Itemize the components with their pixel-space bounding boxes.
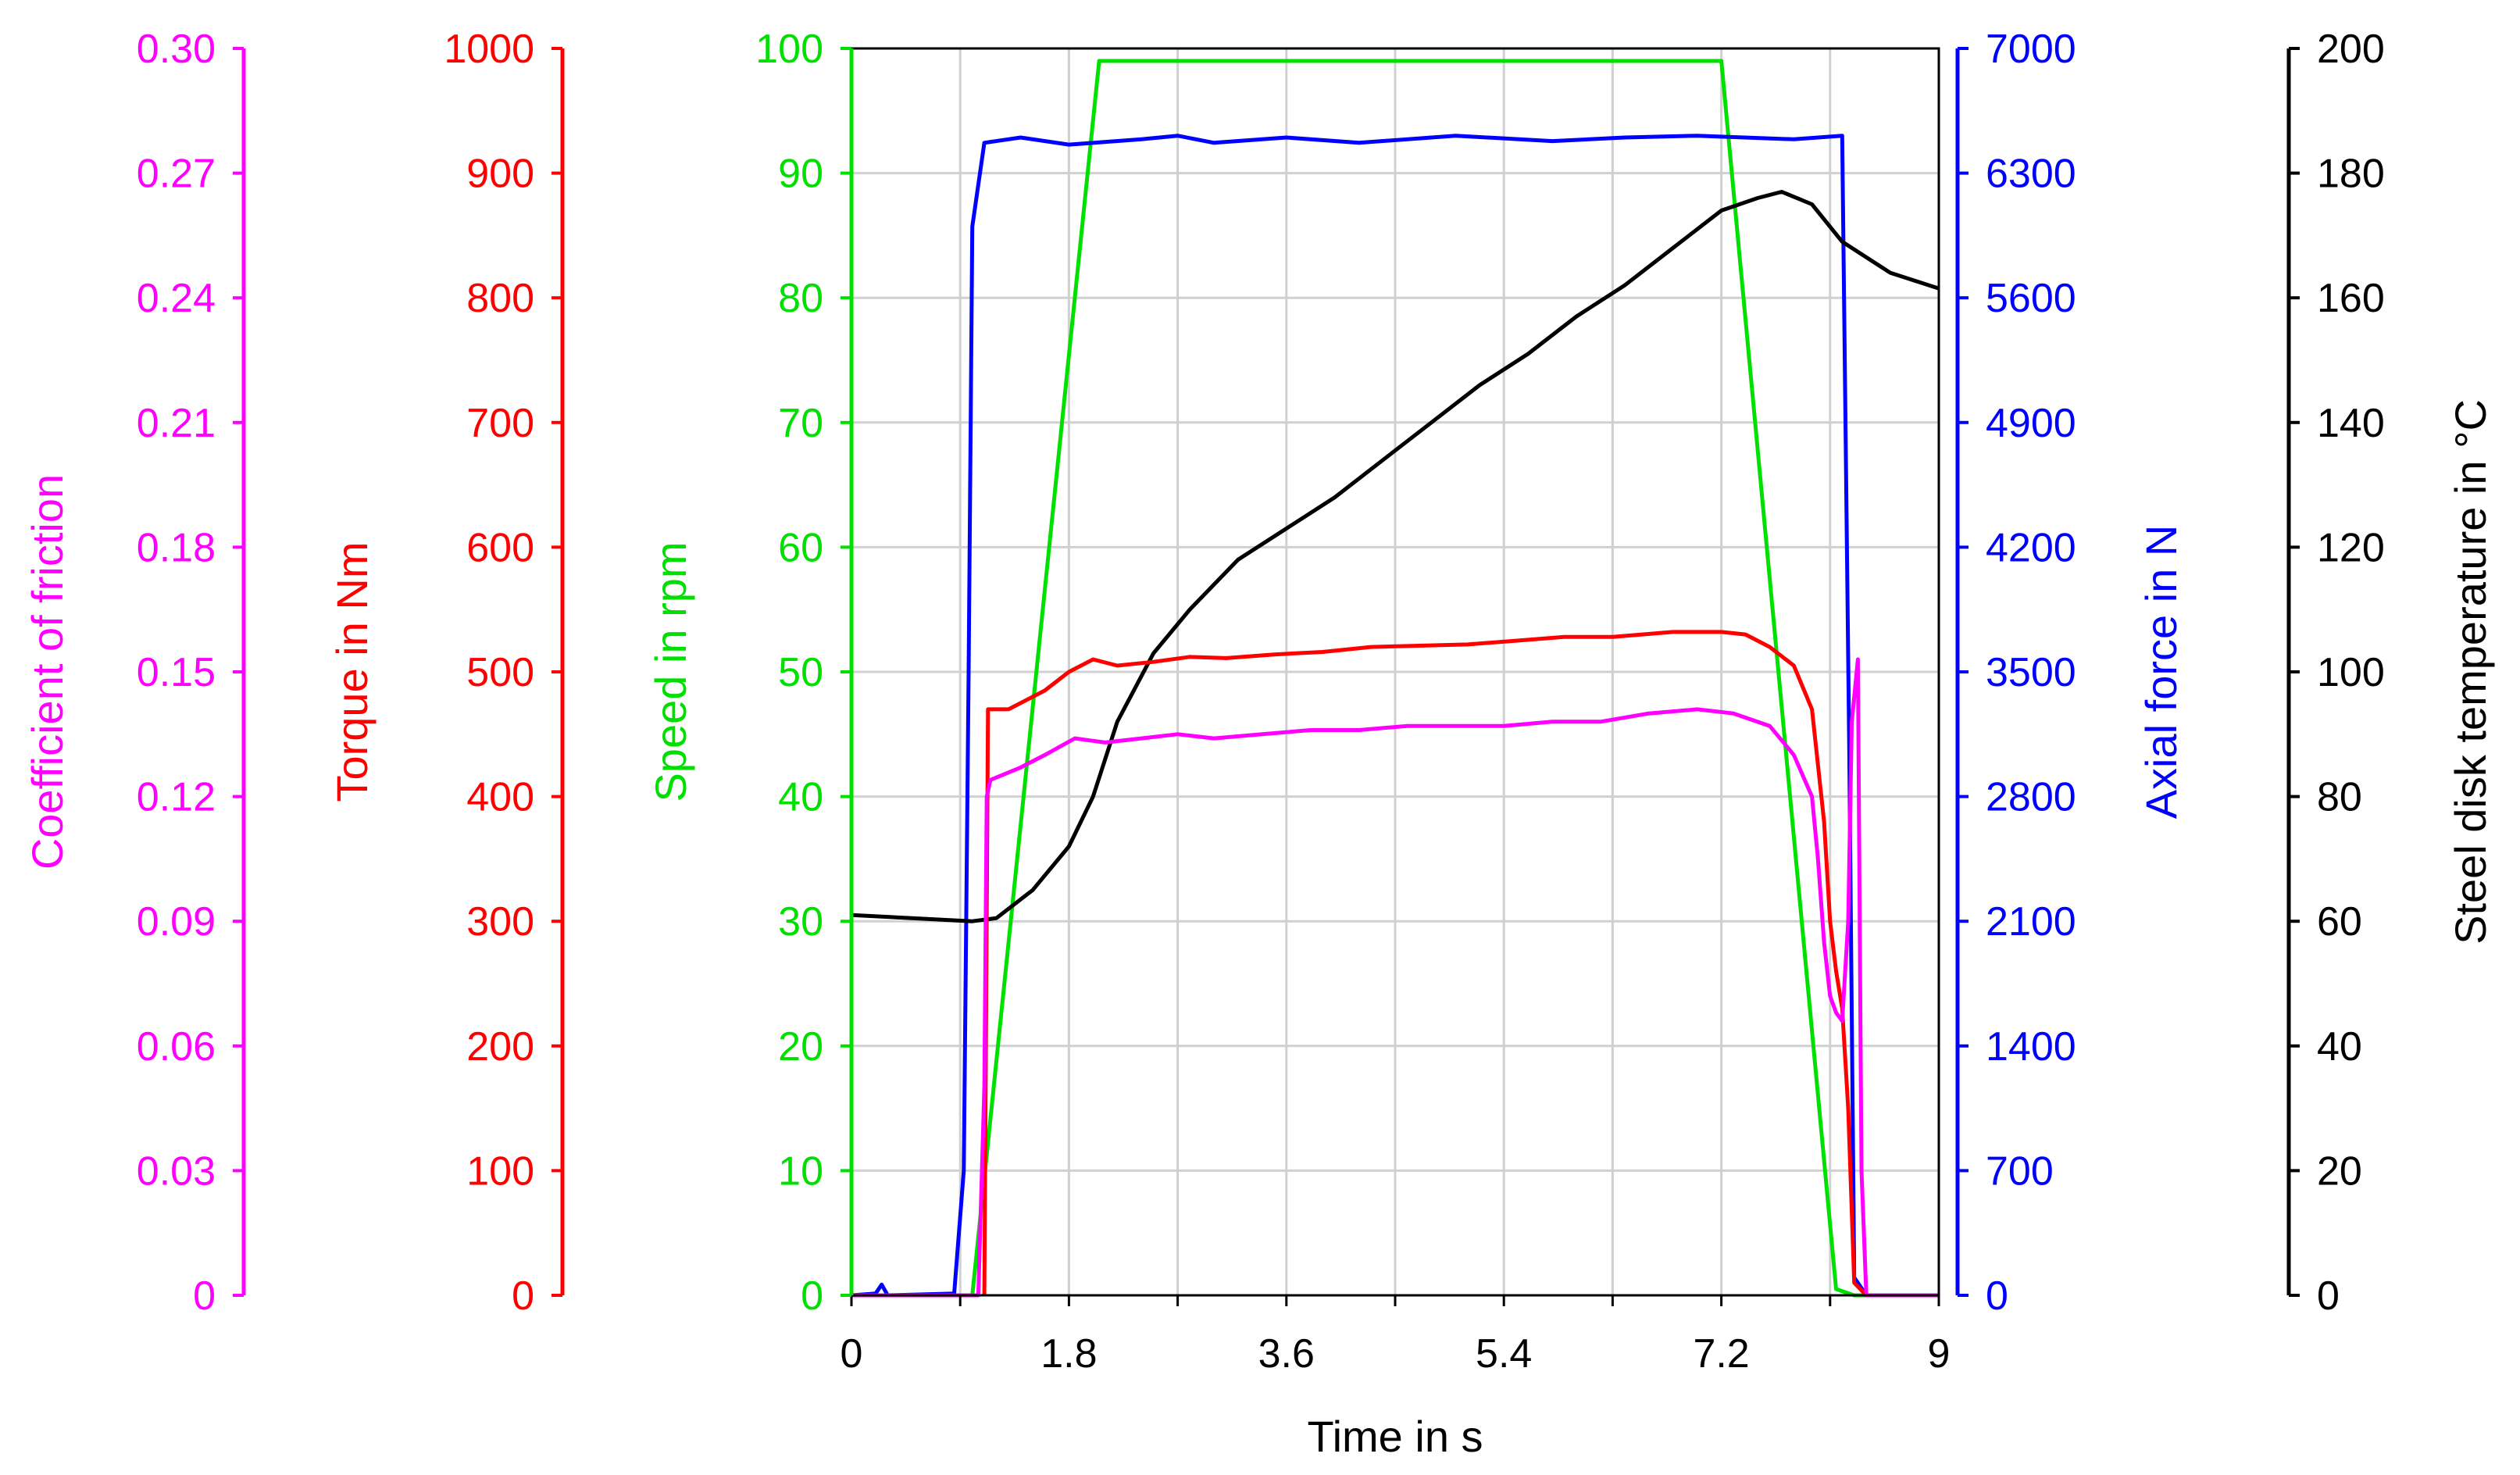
y-tick-label: 0.24 (137, 276, 216, 321)
y-tick-label: 0.09 (137, 899, 216, 945)
y-tick-label: 1000 (444, 27, 534, 72)
y-tick-label: 6300 (1986, 152, 2076, 197)
y-tick-label: 0.03 (137, 1148, 216, 1194)
x-axis-title: Time in s (1307, 1412, 1483, 1461)
y-axis-temp: 0 20 40 60 80 100 120 140 160 180 200 Steel disk te… (2286, 27, 2495, 1319)
y-tick-label: 0.30 (137, 27, 216, 72)
y-tick-label: 160 (2317, 276, 2385, 321)
y-tick-label: 50 (778, 650, 823, 695)
y-tick-label: 80 (2317, 775, 2362, 820)
y-tick-label: 700 (466, 401, 534, 446)
y-tick-label: 200 (466, 1024, 534, 1070)
y-tick-label: 7000 (1986, 27, 2076, 72)
x-tick-label: 1.8 (1040, 1331, 1097, 1377)
y-tick-label: 4200 (1986, 525, 2076, 570)
y-tick-label: 0 (801, 1273, 823, 1319)
y-tick-label: 5600 (1986, 276, 2076, 321)
y-axis-torque: 0 100 200 300 400 500 600 700 800 900 1000 Torque i… (327, 27, 565, 1319)
y-tick-label: 80 (778, 276, 823, 321)
y-tick-label: 0 (1986, 1273, 2008, 1319)
y-tick-label: 180 (2317, 152, 2385, 197)
x-tick-label: 0 (841, 1331, 863, 1377)
y-tick-label: 0.18 (137, 525, 216, 570)
series-line-force (851, 134, 1939, 1298)
y-tick-label: 900 (466, 152, 534, 197)
y-tick-label: 120 (2317, 525, 2385, 570)
y-tick-label: 140 (2317, 401, 2385, 446)
y-tick-label: 0 (193, 1273, 216, 1319)
y-tick-label: 100 (466, 1148, 534, 1194)
y-tick-label: 500 (466, 650, 534, 695)
y-axis-title: Speed in rpm (646, 541, 695, 802)
y-tick-label: 0.27 (137, 152, 216, 197)
y-tick-label: 20 (778, 1024, 823, 1070)
y-tick-label: 30 (778, 899, 823, 945)
y-tick-label: 0 (2317, 1273, 2340, 1319)
y-axis-title: Steel disk temperature in °C (2446, 399, 2495, 945)
y-tick-label: 1400 (1986, 1024, 2076, 1070)
y-tick-label: 40 (778, 775, 823, 820)
series-line-temp (851, 190, 1940, 923)
y-tick-label: 100 (755, 27, 823, 72)
y-axis-force: 0 700 1400 2100 2800 3500 4200 4900 5600 6300 7000… (1955, 27, 2186, 1319)
y-tick-label: 0.06 (137, 1024, 216, 1070)
y-tick-label: 10 (778, 1148, 823, 1194)
y-tick-label: 0.15 (137, 650, 216, 695)
y-tick-label: 2800 (1986, 775, 2076, 820)
y-tick-label: 600 (466, 525, 534, 570)
x-tick-label: 9 (1928, 1331, 1951, 1377)
y-axis-title: Axial force in N (2136, 525, 2186, 820)
x-tick-label: 3.6 (1258, 1331, 1315, 1377)
series-line-cof (851, 657, 1939, 1298)
y-tick-label: 70 (778, 401, 823, 446)
y-tick-label: 100 (2317, 650, 2385, 695)
y-tick-label: 4900 (1986, 401, 2076, 446)
y-tick-label: 800 (466, 276, 534, 321)
y-axis-cof: 0 0.03 0.06 0.09 0.12 0.15 0.18 0.21 0.24 0.27 0.3… (23, 27, 246, 1319)
y-tick-label: 400 (466, 775, 534, 820)
y-tick-label: 0 (512, 1273, 534, 1319)
y-tick-label: 0.21 (137, 401, 216, 446)
y-tick-label: 40 (2317, 1024, 2362, 1070)
y-axis-title: Coefficient of friction (23, 474, 72, 870)
x-tick-label: 7.2 (1693, 1331, 1749, 1377)
y-axis-speed: 0 10 20 30 40 50 60 70 80 90 100 Speed in rpm (646, 27, 854, 1319)
y-tick-label: 3500 (1986, 650, 2076, 695)
y-tick-label: 2100 (1986, 899, 2076, 945)
x-tick-label: 5.4 (1476, 1331, 1532, 1377)
grid (851, 48, 1939, 1295)
y-tick-label: 700 (1986, 1148, 2054, 1194)
y-tick-label: 20 (2317, 1148, 2362, 1194)
y-tick-label: 60 (778, 525, 823, 570)
y-tick-label: 200 (2317, 27, 2385, 72)
y-tick-label: 300 (466, 899, 534, 945)
y-tick-label: 0.12 (137, 775, 216, 820)
axes: 0 1.8 3.6 5.4 7.2 9 Time in s 0 0.03 0.06 0.09 0.12… (23, 27, 2495, 1461)
y-tick-label: 60 (2317, 899, 2362, 945)
y-axis-title: Torque in Nm (327, 541, 377, 802)
y-tick-label: 90 (778, 152, 823, 197)
series-line-torque (982, 630, 1939, 1298)
